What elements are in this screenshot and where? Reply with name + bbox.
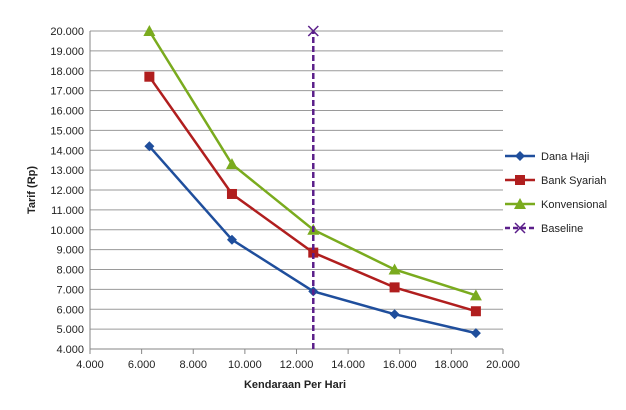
data-point-bank-syariah — [226, 188, 237, 199]
y-tick-label: 9.000 — [56, 245, 84, 257]
legend-item-dana-haji: Dana Haji — [505, 151, 589, 163]
data-point-konvensional — [388, 263, 401, 275]
series — [143, 25, 482, 349]
x-tick-label: 20.000 — [486, 359, 520, 371]
legend-marker-bank-syariah — [515, 175, 525, 185]
y-tick-label: 12.000 — [50, 185, 84, 197]
legend-item-baseline: Baseline — [505, 222, 583, 235]
data-point-bank-syariah — [144, 71, 155, 82]
data-point-konvensional — [225, 158, 238, 170]
y-tick-label: 6.000 — [56, 304, 84, 316]
legend-marker-konvensional — [514, 198, 526, 209]
legend-item-bank-syariah: Bank Syariah — [505, 175, 606, 187]
y-tick-label: 15.000 — [50, 125, 84, 137]
x-tick-label: 12.000 — [280, 359, 314, 371]
y-tick-label: 5.000 — [56, 324, 84, 336]
x-tick-label: 18.000 — [435, 359, 469, 371]
data-point-bank-syariah — [389, 282, 400, 293]
x-marker-stroke — [514, 222, 526, 234]
y-tick-label: 13.000 — [50, 165, 84, 177]
legend-label-konvensional: Konvensional — [541, 199, 607, 211]
legend-marker-dana-haji — [515, 151, 525, 161]
x-tick-label: 14.000 — [331, 359, 365, 371]
data-point-bank-syariah — [470, 306, 481, 317]
y-tick-label: 14.000 — [50, 145, 84, 157]
legend-label-dana-haji: Dana Haji — [541, 151, 589, 163]
data-point-konvensional — [143, 25, 156, 36]
y-tick-label: 11.000 — [51, 205, 84, 217]
series-bank-syariah — [144, 71, 481, 317]
y-tick-label: 16.000 — [50, 106, 84, 118]
x-tick-label: 16.000 — [383, 359, 417, 371]
data-point-dana-haji — [470, 328, 481, 339]
y-tick-label: 4.000 — [56, 344, 84, 356]
x-tick-label: 4.000 — [76, 359, 104, 371]
data-point-dana-haji — [226, 234, 237, 245]
legend-marker-baseline — [514, 222, 526, 234]
x-axis-title: Kendaraan Per Hari — [244, 379, 346, 391]
data-point-baseline — [307, 25, 319, 37]
legend-item-konvensional: Konvensional — [505, 198, 607, 211]
x-marker-stroke — [307, 25, 319, 37]
y-tick-label: 20.000 — [50, 26, 84, 38]
legend-label-bank-syariah: Bank Syariah — [541, 175, 606, 187]
data-point-dana-haji — [389, 309, 400, 320]
y-tick-label: 10.000 — [50, 225, 84, 237]
grid — [90, 30, 503, 350]
y-tick-label: 17.000 — [50, 86, 84, 98]
y-tick-label: 8.000 — [56, 265, 84, 277]
x-tick-label: 10.000 — [228, 359, 262, 371]
y-axis-title: Tarif (Rp) — [26, 166, 38, 214]
legend: Dana Haji Bank Syariah Konvensional Baselin… — [505, 151, 607, 235]
legend-label-baseline: Baseline — [541, 223, 583, 235]
axes: 4.000 5.000 6.000 7.000 8.000 9.000 10.000 11.0… — [50, 26, 519, 371]
data-point-dana-haji — [144, 141, 155, 152]
y-tick-label: 7.000 — [56, 284, 84, 296]
data-point-bank-syariah — [308, 247, 319, 258]
x-tick-label: 8.000 — [179, 359, 207, 371]
y-tick-label: 18.000 — [50, 66, 84, 78]
data-point-konvensional — [469, 289, 482, 301]
y-tick-label: 19.000 — [50, 46, 84, 58]
x-tick-label: 6.000 — [128, 359, 156, 371]
series-baseline — [307, 25, 319, 349]
